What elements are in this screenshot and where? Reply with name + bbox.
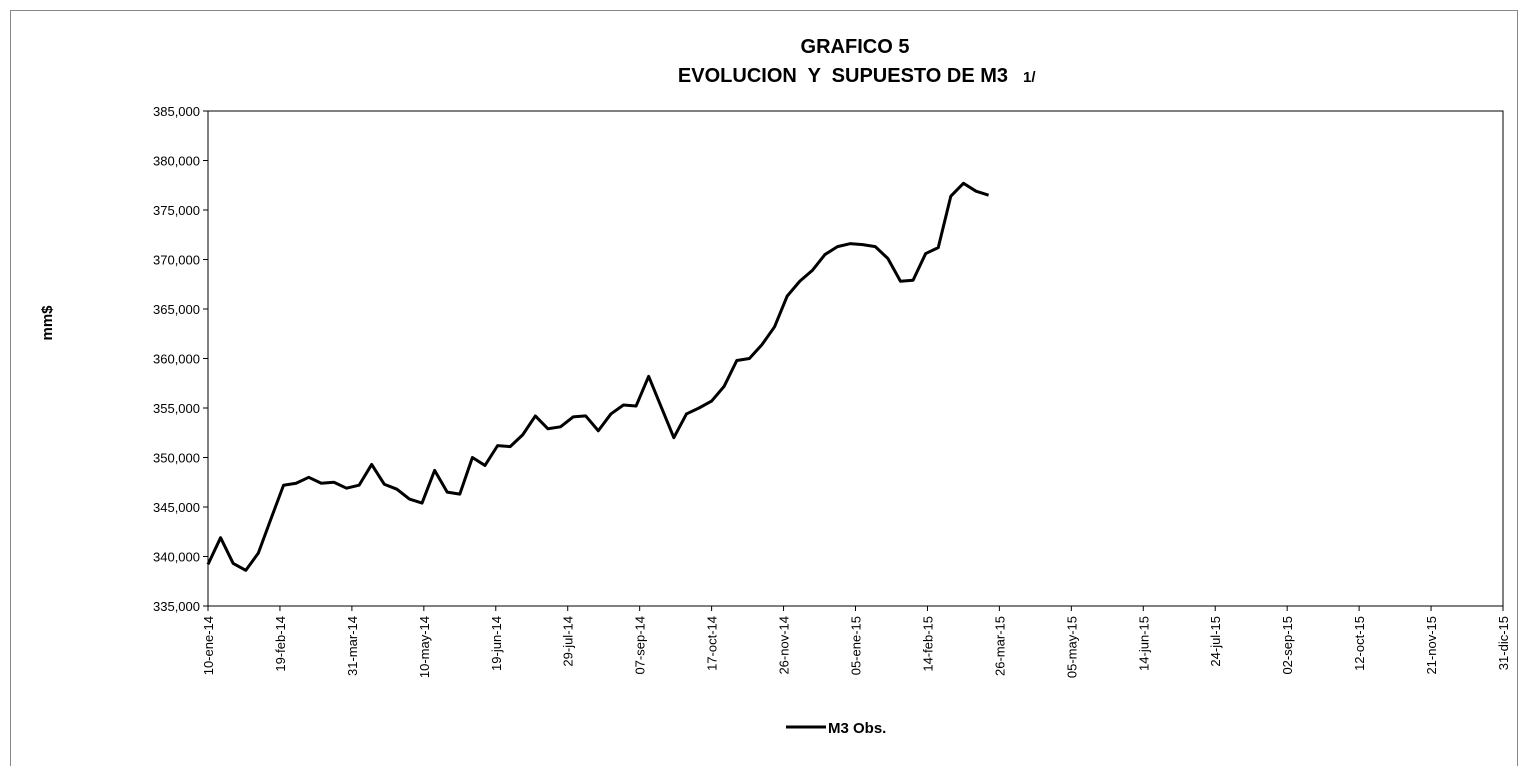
x-tick-label: 05-ene-15	[849, 616, 864, 675]
x-tick-label: 14-feb-15	[920, 616, 935, 672]
x-tick-label: 21-nov-15	[1424, 616, 1439, 675]
x-tick-label: 07-sep-14	[633, 616, 648, 675]
chart-border	[10, 10, 1518, 766]
chart-title: GRAFICO 5	[801, 36, 910, 58]
y-tick-label: 365,000	[153, 302, 200, 317]
x-tick-label: 31-mar-14	[345, 616, 360, 676]
chart-subtitle: EVOLUCION Y SUPUESTO DE M3	[678, 65, 1008, 87]
x-tick-label: 14-jun-15	[1136, 616, 1151, 671]
x-tick-label: 10-may-14	[417, 616, 432, 678]
x-tick-label: 29-jul-14	[561, 616, 576, 667]
x-tick-label: 19-feb-14	[273, 616, 288, 672]
x-tick-label: 02-sep-15	[1280, 616, 1295, 675]
y-tick-label: 380,000	[153, 154, 200, 169]
y-tick-label: 335,000	[153, 599, 200, 614]
x-tick-label: 31-dic-15	[1496, 616, 1511, 670]
y-tick-label: 355,000	[153, 401, 200, 416]
x-tick-label: 26-nov-14	[777, 616, 792, 675]
y-tick-label: 360,000	[153, 352, 200, 367]
x-tick-label: 26-mar-15	[992, 616, 1007, 676]
data-line	[206, 181, 990, 572]
legend-label: M3 Obs.	[828, 720, 886, 737]
y-tick-label: 375,000	[153, 203, 200, 218]
x-tick-label: 24-jul-15	[1208, 616, 1223, 667]
annotation: 1/	[1023, 69, 1036, 86]
y-axis-label: mm$	[39, 305, 56, 341]
y-tick-label: 385,000	[153, 104, 200, 119]
y-tick-label: 370,000	[153, 253, 200, 268]
x-tick-label: 17-oct-14	[705, 616, 720, 671]
x-tick-label: 19-jun-14	[489, 616, 504, 671]
x-tick-label: 05-may-15	[1064, 616, 1079, 678]
x-tick-label: 12-oct-15	[1352, 616, 1367, 671]
x-tick-label: 10-ene-14	[201, 616, 216, 675]
y-tick-label: 350,000	[153, 451, 200, 466]
y-tick-label: 340,000	[153, 550, 200, 565]
y-tick-label: 345,000	[153, 500, 200, 515]
